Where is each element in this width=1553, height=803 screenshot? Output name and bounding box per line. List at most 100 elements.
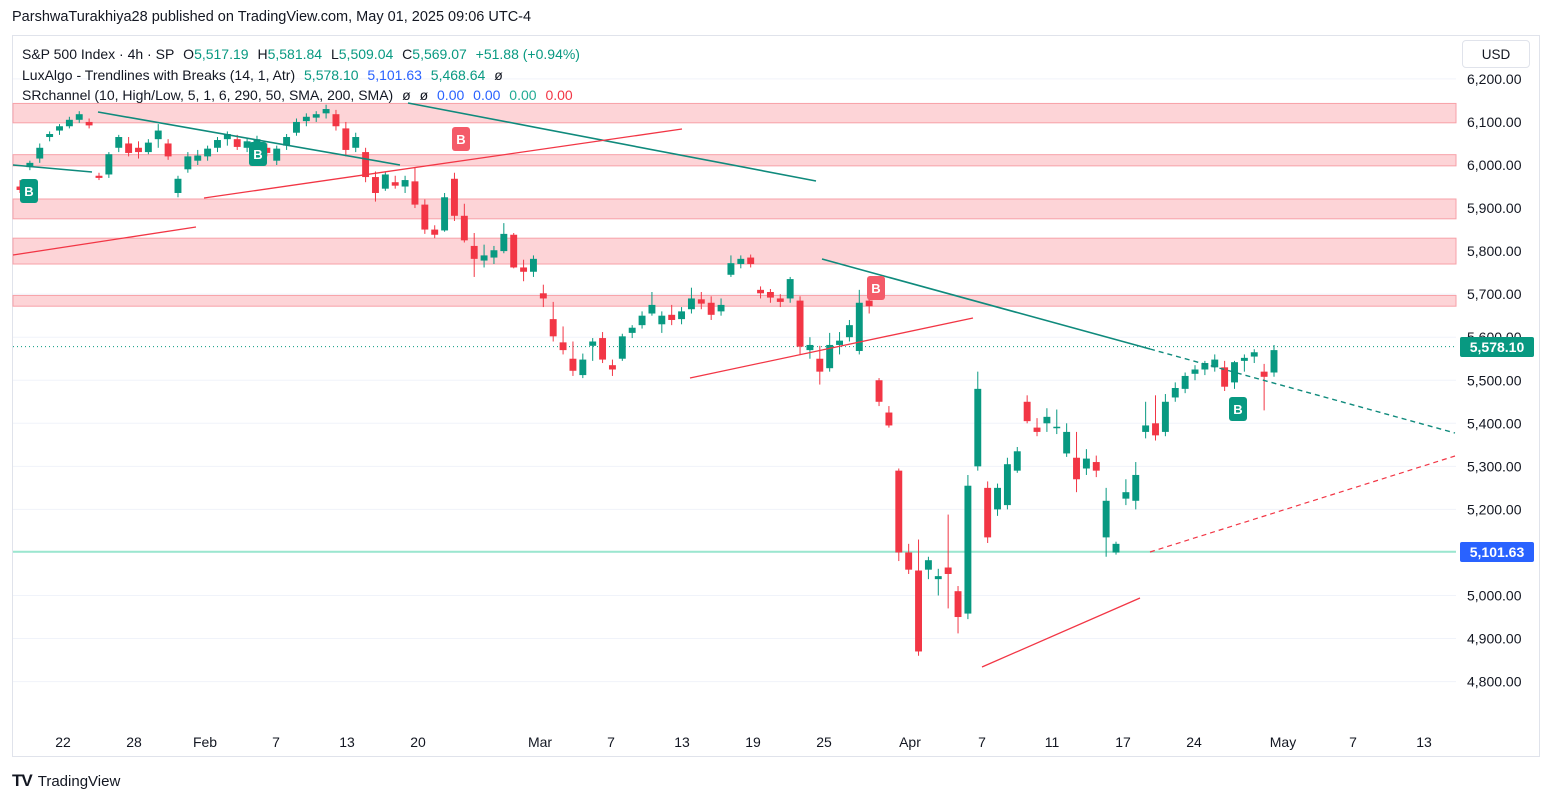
luxalgo-name: LuxAlgo - Trendlines with Breaks (14, 1,… <box>22 66 296 83</box>
srchannel-value-4: 0.00 <box>545 87 573 103</box>
candle-body <box>26 162 34 168</box>
candle-body <box>1231 362 1238 383</box>
candle-body <box>1250 352 1258 357</box>
candle-body <box>75 114 83 120</box>
srchannel-na-2: ø <box>419 87 429 103</box>
trendline-red <box>12 226 197 256</box>
candle-body <box>273 148 281 161</box>
candle-body <box>174 178 182 193</box>
srchannel-value-2: 0.00 <box>473 87 501 103</box>
break-marker-down-label: B <box>456 132 465 147</box>
footer-brand[interactable]: TV TradingView <box>12 771 120 791</box>
srchannel-na-1: ø <box>402 87 411 103</box>
x-tick-label: 22 <box>55 734 71 750</box>
candle-body <box>480 255 488 261</box>
candle-body <box>816 358 824 372</box>
candle-body <box>1053 426 1061 429</box>
y-tick-label: 6,100.00 <box>1467 114 1522 130</box>
break-marker-up <box>249 142 267 166</box>
candle-body <box>243 141 251 148</box>
candle-body <box>253 139 261 144</box>
candle-body <box>885 412 893 426</box>
trendline-red-projection <box>1149 455 1456 553</box>
publisher-line: ParshwaTurakhiya28 published on TradingV… <box>12 9 532 25</box>
candle-body <box>302 116 310 122</box>
candle-body <box>836 340 843 345</box>
candle-body <box>974 388 982 467</box>
x-tick-label: 7 <box>978 734 986 750</box>
candle-body <box>1201 363 1209 370</box>
candle-body <box>1033 427 1041 432</box>
candle-body <box>1270 350 1278 373</box>
y-tick-label: 5,900.00 <box>1467 200 1522 216</box>
candle-body <box>549 319 557 337</box>
candle-body <box>747 257 755 265</box>
y-tick-label: 4,800.00 <box>1467 674 1522 690</box>
sr-zone <box>12 198 1457 220</box>
x-tick-label: May <box>1270 734 1296 750</box>
candle-body <box>678 311 686 320</box>
break-marker-down <box>867 276 885 300</box>
candle-body <box>411 181 419 205</box>
candle-body <box>95 175 103 178</box>
candle-body <box>855 302 863 351</box>
candle-body <box>668 314 676 320</box>
x-tick-label: 7 <box>607 734 615 750</box>
x-tick-label: 24 <box>1186 734 1202 750</box>
trendline-red <box>981 597 1141 668</box>
y-tick-label: 4,900.00 <box>1467 631 1522 647</box>
candle-body <box>85 121 93 126</box>
candle-body <box>954 591 962 618</box>
candle-body <box>618 336 626 359</box>
y-tick-label: 5,700.00 <box>1467 286 1522 302</box>
candle-body <box>845 325 853 338</box>
candle-body <box>737 258 745 265</box>
legend-low: L5,509.04 <box>330 46 394 62</box>
currency-button[interactable]: USD <box>1462 40 1530 68</box>
candle-body <box>1260 371 1268 377</box>
candle-body <box>105 154 113 175</box>
candle-body <box>915 570 922 652</box>
legend-high: H5,581.84 <box>257 46 323 62</box>
candle-body <box>895 470 903 553</box>
candle-body <box>1112 543 1120 553</box>
x-tick-label: Mar <box>528 734 552 750</box>
tradingview-logo-icon: TV <box>12 771 33 790</box>
candle-body <box>164 143 172 157</box>
trendline-red <box>689 317 974 379</box>
x-tick-label: 13 <box>339 734 355 750</box>
candle-body <box>766 291 774 298</box>
candle-body <box>984 487 992 538</box>
x-tick-label: 13 <box>674 734 690 750</box>
footer-brand-label: TradingView <box>37 772 121 790</box>
candle-body <box>421 204 429 230</box>
candle-body <box>362 152 370 178</box>
candle-body <box>214 140 221 148</box>
candle-body <box>65 119 73 127</box>
luxalgo-value-3: 5,468.64 <box>430 66 486 83</box>
legend-open: O5,517.19 <box>183 46 249 62</box>
candle-body <box>875 380 883 402</box>
candle-body <box>372 177 379 193</box>
x-tick-label: 11 <box>1045 734 1060 750</box>
candle-body <box>510 234 518 268</box>
candle-body <box>687 298 695 310</box>
candle-body <box>1043 416 1051 424</box>
x-tick-label: 19 <box>745 734 761 750</box>
x-tick-label: 7 <box>1349 734 1357 750</box>
candle-body <box>994 487 1001 510</box>
candle-body <box>707 302 715 315</box>
candle-body <box>648 304 656 314</box>
srchannel-value-1: 0.00 <box>437 87 465 103</box>
y-tick-label: 6,200.00 <box>1467 71 1522 87</box>
candle-body <box>1092 462 1100 471</box>
candle-body <box>658 315 666 325</box>
chart-legend: S&P 500 Index · 4h · SP O5,517.19 H5,581… <box>22 44 585 106</box>
candle-body <box>589 341 597 346</box>
candle-body <box>1063 431 1071 454</box>
candle-body <box>1142 425 1150 432</box>
support-price-tag: 5,101.63 <box>1460 541 1534 562</box>
legend-symbol-row: S&P 500 Index · 4h · SP O5,517.19 H5,581… <box>22 44 585 65</box>
candle-body <box>1013 451 1021 471</box>
